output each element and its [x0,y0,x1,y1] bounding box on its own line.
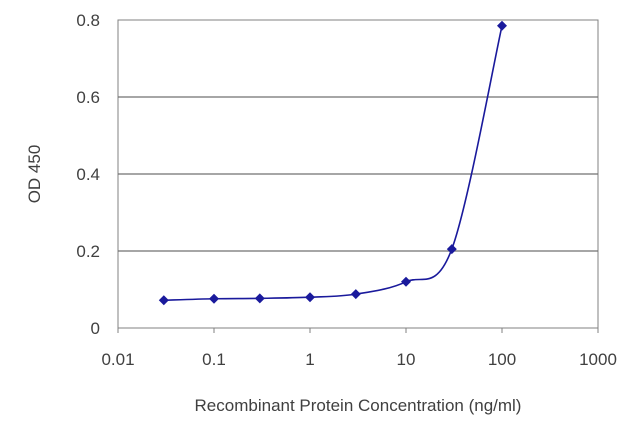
x-tick-label: 1 [305,350,314,369]
y-tick-label: 0 [91,319,100,338]
x-tick-label: 100 [488,350,516,369]
y-tick-label: 0.6 [76,88,100,107]
data-point [305,292,315,303]
y-tick-label: 0.8 [76,11,100,30]
data-point [350,289,361,300]
data-point [209,293,219,304]
grid-lines [118,96,598,252]
data-point [401,276,411,287]
x-axis-label: Recombinant Protein Concentration (ng/ml… [195,396,522,415]
x-tick-label: 10 [397,350,416,369]
y-tick-label: 0.2 [76,242,100,261]
series-layer [158,20,507,306]
data-point [497,20,507,31]
x-axis: 0.01 0.1 1 10 100 1000 [101,328,617,369]
data-point [158,295,169,306]
data-point [254,293,265,304]
y-tick-label: 0.4 [76,165,100,184]
y-axis-label: OD 450 [25,145,44,204]
x-tick-label: 1000 [579,350,617,369]
data-point [446,244,457,255]
y-axis: 0 0.2 0.4 0.6 0.8 [76,11,100,338]
x-tick-label: 0.01 [101,350,134,369]
x-tick-label: 0.1 [202,350,226,369]
